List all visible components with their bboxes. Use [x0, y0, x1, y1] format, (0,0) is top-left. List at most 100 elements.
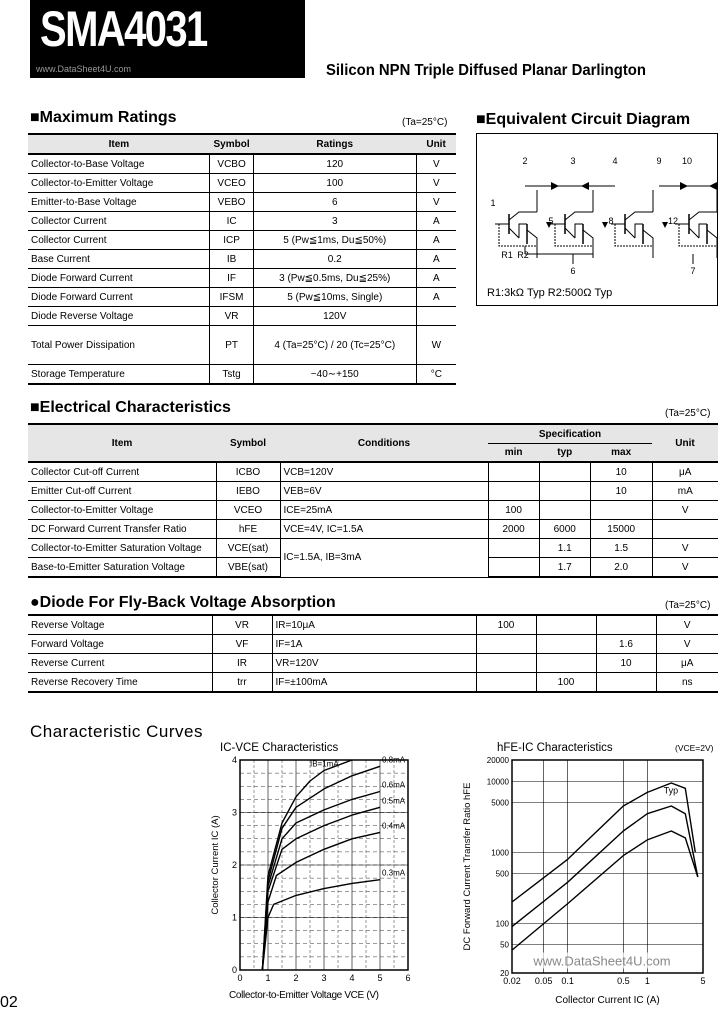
diode-icon [680, 182, 688, 190]
item-cell: Total Power Dissipation [28, 325, 210, 365]
table-row: Collector Current IC 3 A [28, 211, 456, 231]
unit-cell [415, 306, 456, 326]
unit-cell: A [415, 268, 456, 288]
unit-cell: A [415, 287, 456, 307]
y-tick-label: 3 [232, 808, 237, 818]
x-tick-label: 6 [405, 973, 410, 983]
darlington-2 [564, 211, 593, 221]
series-label: 0.4mA [382, 821, 406, 830]
item-cell: DC Forward Current Transfer Ratio [28, 519, 216, 539]
watermark-bg [530, 952, 675, 969]
symbol-cell: hFE [215, 519, 280, 539]
rating-cell: 6 [252, 192, 417, 212]
darlington-3 [642, 229, 654, 258]
typ-cell [535, 634, 596, 654]
table-row: Base-to-Emitter Saturation Voltage VBE(sa… [28, 557, 718, 578]
max-ratings-condition: (Ta=25°C) [402, 117, 448, 128]
y-tick-label: 1 [232, 913, 237, 923]
diode-icon [709, 182, 717, 190]
conditions-cell: IR=10μA [271, 616, 476, 635]
symbol-cell: IR [211, 653, 272, 673]
x-tick-label: 4 [349, 973, 354, 983]
min-cell [475, 634, 536, 654]
min-cell [487, 538, 540, 558]
rating-cell: 3 (Pw≦0.5ms, Du≦25%) [252, 268, 417, 288]
symbol-cell: ICBO [215, 462, 280, 482]
item-cell: Collector-to-Base Voltage [28, 154, 210, 174]
item-cell: Storage Temperature [28, 364, 210, 385]
y-tick-label: 0 [232, 965, 237, 975]
symbol-cell: IFSM [209, 287, 254, 307]
page-number: 02 [0, 994, 18, 1011]
typ-cell: 1.1 [538, 538, 591, 558]
symbol-cell: ICP [209, 230, 254, 250]
rating-cell: 5 (Pw≦10ms, Single) [252, 287, 417, 307]
symbol-cell: VEBO [209, 192, 254, 212]
max-cell: 10 [589, 481, 652, 501]
table-row: Storage Temperature Tstg −40∼+150 °C [28, 364, 456, 385]
symbol-cell: VR [211, 616, 272, 635]
darlington-3 [634, 223, 643, 238]
unit-cell: A [415, 249, 456, 269]
series-line-5 [261, 879, 381, 971]
series-label: 0.5mA [382, 796, 406, 805]
part-number-banner [30, 0, 305, 78]
max-cell: 2.0 [589, 557, 652, 578]
series-label: 0.3mA [382, 869, 406, 878]
table-row: Collector-to-Emitter Saturation Voltage V… [28, 538, 718, 578]
unit-cell: V [651, 500, 718, 520]
item-cell: Forward Voltage [28, 634, 212, 654]
diode-table: Reverse Voltage VR IR=10μA 100 V Forward Volt… [28, 614, 718, 693]
table-row: Total Power Dissipation PT 4 (Ta=25°C) / 2… [28, 325, 456, 365]
darlington-1 [518, 223, 527, 238]
typ-cell [538, 462, 591, 482]
series-line-1 [511, 805, 699, 928]
min-cell: 100 [475, 616, 536, 635]
column-header: Symbol [209, 133, 254, 155]
item-cell: Reverse Voltage [28, 616, 212, 635]
symbol-cell: IEBO [215, 481, 280, 501]
table-row: DC Forward Current Transfer Ratio hFE VCE=… [28, 519, 718, 539]
x-tick-label: 3 [321, 973, 326, 983]
conditions-cell: VR=120V [271, 653, 476, 673]
pin-label: 2 [522, 156, 527, 166]
y-tick-label: 4 [232, 755, 237, 765]
darlington-1 [508, 211, 537, 221]
item-cell: Base-to-Emitter Saturation Voltage [28, 557, 216, 578]
series-line-2 [261, 790, 381, 971]
unit-cell: A [415, 230, 456, 250]
x-tick-label: 0.1 [561, 976, 574, 986]
typ-cell [535, 616, 596, 635]
max-cell: 10 [595, 653, 656, 673]
item-cell: Collector-to-Emitter Saturation Voltage [28, 538, 216, 558]
table-row: Collector Current ICP 5 (Pw≦1ms, Du≦50%) A [28, 230, 456, 250]
y-axis-label: Collector Current IC (A) [210, 815, 221, 914]
unit-cell: V [415, 154, 456, 174]
darlington-4 [698, 223, 707, 238]
series-line-4 [261, 831, 381, 971]
watermark: www.DataSheet4U.com [36, 64, 132, 74]
conditions-cell: VEB=6V [279, 481, 488, 501]
electrical-heading: ■Electrical Characteristics [30, 399, 231, 416]
item-cell: Emitter-to-Base Voltage [28, 192, 210, 212]
max-cell: 1.6 [595, 634, 656, 654]
rating-cell: 100 [252, 173, 417, 193]
flyback-diode-icon [546, 222, 552, 228]
x-tick-label: 0.5 [617, 976, 630, 986]
min-cell: 100 [487, 500, 540, 520]
x-tick-label: 5 [377, 973, 382, 983]
unit-cell: V [415, 192, 456, 212]
table-row: Diode Forward Current IF 3 (Pw≦0.5ms, Du≦2… [28, 268, 456, 288]
column-header: Item [28, 133, 210, 155]
pin-label: 6 [570, 266, 575, 276]
table-row: Emitter Cut-off Current IEBO VEB=6V 10 mA [28, 481, 718, 501]
conditions-cell: IC=1.5A, IB=3mA [279, 538, 488, 578]
column-header: max [590, 443, 652, 463]
series-line-1 [261, 765, 381, 971]
rating-cell: 0.2 [252, 249, 417, 269]
unit-cell: V [651, 557, 718, 578]
x-axis-label: Collector-to-Emitter Voltage VCE (V) [229, 990, 379, 1001]
darlington-4 [706, 229, 718, 258]
x-tick-label: 0.05 [535, 976, 553, 986]
x-tick-label: 2 [293, 973, 298, 983]
